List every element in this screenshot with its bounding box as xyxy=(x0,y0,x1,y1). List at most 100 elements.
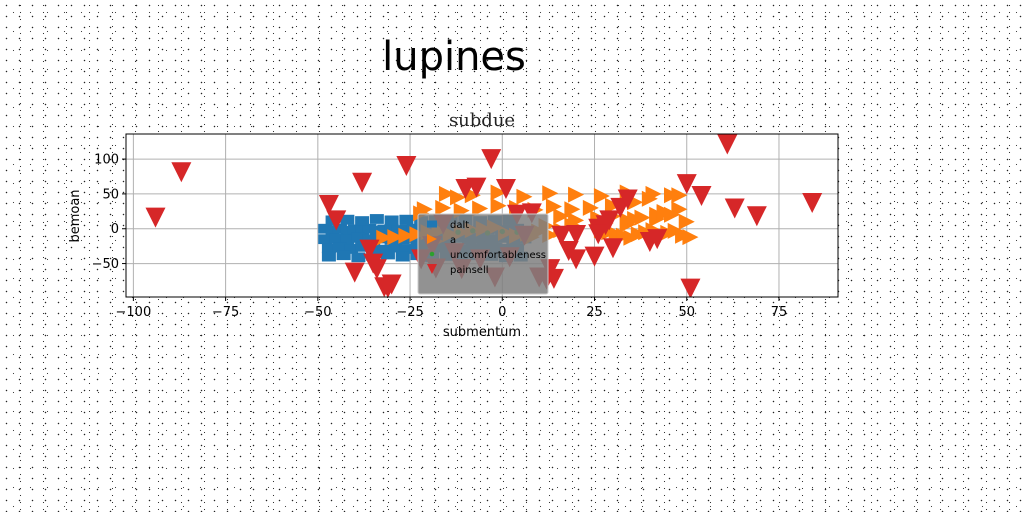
legend-marker xyxy=(429,251,435,257)
legend: dalt a uncomfortableness painsell xyxy=(417,213,549,295)
chart-title: subdue xyxy=(449,110,515,131)
point-dalt xyxy=(369,214,384,224)
y-axis-label: bemoan xyxy=(68,189,83,242)
point-painsell xyxy=(746,206,767,227)
point-a xyxy=(568,186,585,203)
point-painsell xyxy=(396,156,417,177)
point-a xyxy=(634,209,651,226)
point-painsell xyxy=(359,239,380,260)
point-dalt xyxy=(355,241,370,252)
legend-marker xyxy=(427,234,437,244)
point-dalt xyxy=(321,243,336,254)
point-a xyxy=(553,208,570,225)
point-painsell xyxy=(495,179,516,200)
point-dalt xyxy=(351,232,366,243)
point-painsell xyxy=(680,278,701,297)
point-a xyxy=(671,201,688,218)
point-dalt xyxy=(344,244,359,254)
point-painsell xyxy=(602,238,623,259)
x-tick-label: −100 xyxy=(116,305,152,320)
x-tick-label: −50 xyxy=(304,305,331,320)
point-painsell xyxy=(326,210,347,231)
legend-label: a xyxy=(450,235,456,246)
x-tick-label: 0 xyxy=(498,305,506,320)
point-dalt xyxy=(336,250,351,261)
x-tick-label: −75 xyxy=(212,305,239,320)
point-painsell xyxy=(676,174,697,195)
point-painsell xyxy=(145,207,166,228)
y-tick-label: 50 xyxy=(102,187,119,202)
point-painsell xyxy=(481,149,502,170)
legend-label: uncomfortableness xyxy=(450,250,546,261)
point-dalt xyxy=(351,252,366,263)
point-painsell xyxy=(318,195,339,216)
point-dalt xyxy=(388,242,403,253)
point-dalt xyxy=(318,234,333,245)
grid-lines xyxy=(126,134,838,297)
point-painsell xyxy=(566,249,587,270)
legend-label: painsell xyxy=(450,265,489,276)
point-painsell xyxy=(647,229,668,250)
point-a xyxy=(663,187,680,204)
point-painsell xyxy=(551,225,572,246)
point-dalt xyxy=(321,251,336,262)
point-painsell xyxy=(352,172,373,193)
point-a xyxy=(604,197,621,214)
point-a xyxy=(387,229,404,246)
point-dalt xyxy=(410,241,425,252)
point-a xyxy=(450,189,467,206)
point-painsell xyxy=(617,189,638,210)
point-painsell xyxy=(566,225,587,246)
point-a xyxy=(678,213,695,230)
point-painsell xyxy=(344,262,365,283)
point-dalt xyxy=(325,225,340,236)
point-a xyxy=(542,185,559,202)
point-a xyxy=(409,226,426,243)
point-dalt xyxy=(384,215,399,226)
y-tick-label: 0 xyxy=(111,222,119,237)
point-a xyxy=(545,198,562,215)
point-a xyxy=(413,205,430,222)
legend-label: dalt xyxy=(450,220,469,231)
point-a xyxy=(438,185,455,202)
x-tick-label: 25 xyxy=(586,305,603,320)
y-tick-label: 100 xyxy=(94,153,119,168)
point-a xyxy=(641,190,658,207)
point-painsell xyxy=(588,224,609,245)
x-tick-label: 50 xyxy=(678,305,695,320)
point-a xyxy=(490,197,507,214)
x-axis-label: submentum xyxy=(443,325,521,340)
point-a xyxy=(398,227,415,244)
point-a xyxy=(472,200,489,217)
point-dalt xyxy=(340,214,355,225)
legend-marker xyxy=(427,264,437,274)
point-painsell xyxy=(381,274,402,295)
point-a xyxy=(682,229,699,246)
point-a xyxy=(656,205,673,222)
plot-frame xyxy=(125,133,839,298)
point-painsell xyxy=(366,259,387,280)
point-painsell xyxy=(599,210,620,231)
point-a xyxy=(593,187,610,204)
point-dalt xyxy=(332,223,347,234)
point-dalt xyxy=(355,225,370,236)
point-dalt xyxy=(380,249,395,260)
point-dalt xyxy=(362,223,377,234)
point-a xyxy=(568,212,585,229)
point-a xyxy=(490,184,507,201)
x-tick-label: 75 xyxy=(771,305,788,320)
point-dalt xyxy=(332,242,347,253)
point-painsell xyxy=(802,192,823,213)
point-dalt xyxy=(355,216,370,226)
point-dalt xyxy=(318,223,333,234)
legend-marker xyxy=(427,220,437,228)
point-dalt xyxy=(329,233,344,244)
x-tick-label: −25 xyxy=(396,305,423,320)
point-dalt xyxy=(340,225,355,236)
point-dalt xyxy=(399,214,414,225)
point-painsell xyxy=(724,198,745,219)
point-painsell xyxy=(691,185,712,206)
point-painsell xyxy=(717,134,738,155)
point-dalt xyxy=(399,224,414,235)
